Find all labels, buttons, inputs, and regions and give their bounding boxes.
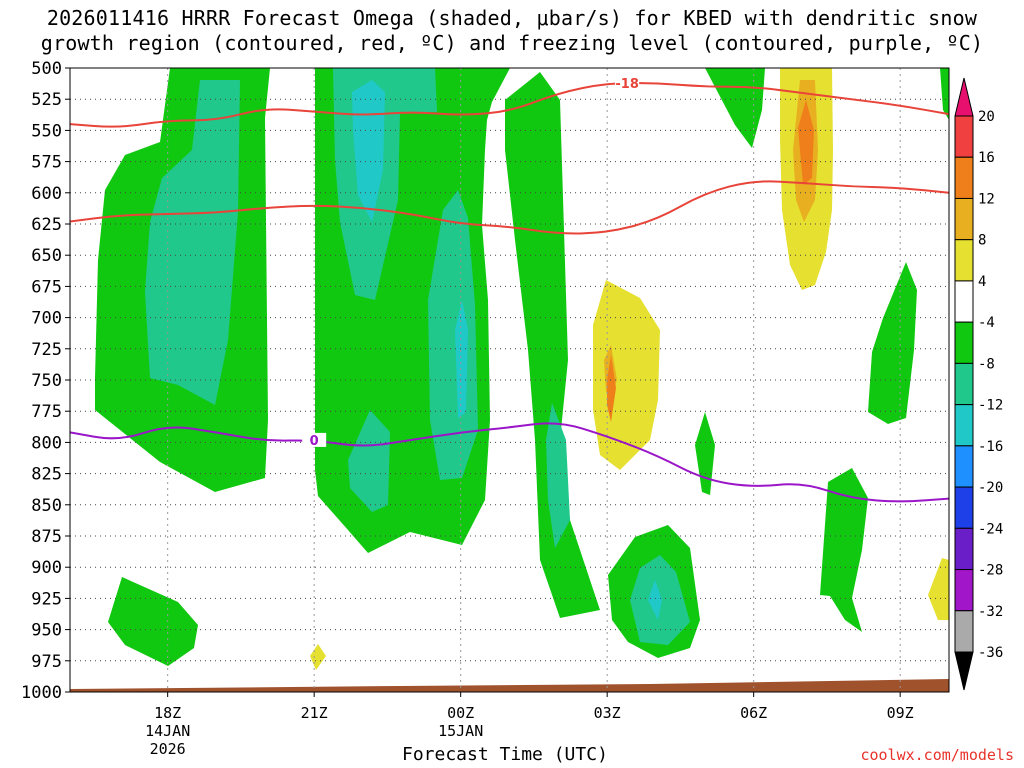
contour-label: 0 [310,434,319,449]
colorbar-label: 12 [978,191,995,207]
x-tick-label: 09Z [887,704,914,722]
contour-label: -18 [615,77,639,92]
colorbar-box [954,197,974,241]
colorbar: 20 16 12 8 4 -4 -8 -12 -16 -20 -24 -28 -32 -36 [954,77,1003,691]
x-tick-label: 06Z [740,704,767,722]
x-tick-date-label: 15JAN [438,722,483,740]
y-tick-label: 725 [31,340,62,360]
colorbar-box [954,445,974,488]
colorbar-bottom-triangle [954,651,974,691]
colorbar-box [954,362,974,406]
colorbar-label: 16 [978,150,995,166]
source-credit[interactable]: coolwx.com/models [860,746,1014,764]
colorbar-box [954,610,974,653]
y-tick-label: 900 [31,558,62,578]
colorbar-label: -24 [978,521,1003,537]
y-tick-label: 700 [31,309,62,329]
colorbar-label: -4 [978,315,995,331]
colorbar-label: -8 [978,356,995,372]
omega-shading [70,68,949,692]
y-tick-label: 800 [31,433,62,453]
contour-line [70,422,949,503]
colorbar-box [954,486,974,529]
y-axis-ticks: 500 525 550 575 600 625 650 675 700 725 750 775 800 8… [21,59,70,703]
colorbar-box [954,404,974,447]
colorbar-box [954,321,974,364]
colorbar-label: -28 [978,563,1003,579]
colorbar-label: -20 [978,480,1003,496]
y-tick-label: 875 [31,527,62,547]
colorbar-label: 4 [978,274,986,290]
x-tick-label: 18Z [154,704,181,722]
contour-label-bg [615,75,640,90]
y-tick-label: 925 [31,589,62,609]
colorbar-box [954,115,974,158]
y-tick-label: 850 [31,496,62,516]
terrain-fill [70,679,949,692]
y-tick-label: 675 [31,277,62,297]
y-tick-label: 950 [31,621,62,641]
x-tick-label: 21Z [301,704,328,722]
colorbar-label: -36 [978,645,1003,661]
colorbar-label: -16 [978,439,1003,455]
contour-labels: -18 0 [302,75,640,449]
colorbar-top-triangle [954,77,974,117]
y-tick-label: 550 [31,121,62,141]
y-tick-label: 625 [31,215,62,235]
colorbar-box [954,280,974,323]
y-tick-label: 1000 [21,683,62,703]
contour-line [70,180,949,235]
y-tick-label: 650 [31,246,62,266]
colorbar-box [954,527,974,571]
y-tick-label: 525 [31,90,62,110]
y-tick-label: 975 [31,652,62,672]
chart-title-line-2: growth region (contoured, red, ºC) and f… [40,31,984,55]
contour-line [70,81,949,128]
x-axis-title: Forecast Time (UTC) [402,744,608,765]
x-tick-date-label: 14JAN [145,722,190,740]
colorbar-label: 8 [978,233,986,249]
colorbar-box [954,156,974,199]
colorbar-label: 20 [978,109,995,125]
gridlines [70,67,949,693]
y-tick-label: 500 [31,59,62,79]
chart-title: 2026011416 HRRR Forecast Omega (shaded, … [0,6,1024,56]
colorbar-label: -12 [978,398,1003,414]
y-tick-label: 575 [31,153,62,173]
y-tick-label: 825 [31,465,62,485]
colorbar-box [954,569,974,612]
omega-fill-minus-12-to-minus-16 [352,80,662,620]
colorbar-label: -32 [978,604,1003,620]
y-tick-label: 775 [31,402,62,422]
colorbar-box [954,239,974,282]
contour-lines [70,81,949,503]
contour-label-bg [302,432,327,447]
x-tick-year-label: 2026 [150,740,186,758]
y-tick-label: 600 [31,184,62,204]
x-tick-label: 03Z [594,704,621,722]
chart-title-line-1: 2026011416 HRRR Forecast Omega (shaded, … [46,6,978,30]
omega-fill-12-to-16 [607,100,814,422]
x-tick-label: 00Z [447,704,474,722]
y-tick-label: 750 [31,371,62,391]
